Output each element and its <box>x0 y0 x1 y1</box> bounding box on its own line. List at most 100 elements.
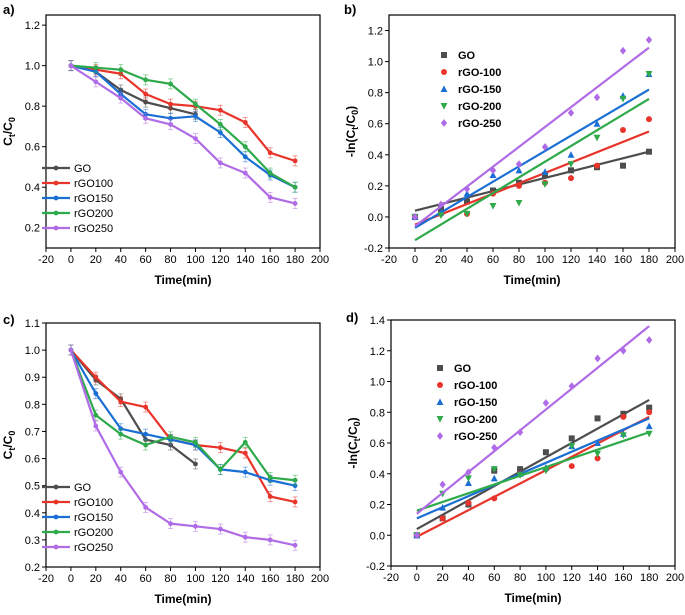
data-point <box>143 99 149 105</box>
y-tick-label: 1.0 <box>370 377 385 389</box>
panel-label: d) <box>346 310 358 325</box>
series-line <box>70 64 296 189</box>
data-point <box>594 354 601 363</box>
data-point <box>292 499 298 505</box>
legend-label: GO <box>74 163 92 175</box>
fit-line <box>416 417 650 520</box>
y-tick-label: 0.4 <box>370 469 385 481</box>
y-tick-label: 0.3 <box>25 535 40 547</box>
y-tick-label: 1.2 <box>25 20 40 32</box>
data-point <box>620 162 626 169</box>
data-point <box>267 170 273 176</box>
data-point <box>118 469 124 475</box>
legend: GO rGO-100 rGO-150 rGO-200 rGO-250 <box>436 363 497 443</box>
y-tick-label: 1.0 <box>25 345 40 357</box>
series-line <box>69 349 296 487</box>
data-point <box>217 122 223 127</box>
data-point <box>193 136 198 141</box>
data-point <box>568 463 575 470</box>
data-point <box>93 412 99 418</box>
legend-item: GO <box>441 50 476 62</box>
series-line <box>70 64 296 189</box>
data-point <box>516 428 524 437</box>
legend-item: rGO100 <box>42 497 113 509</box>
data-point <box>93 65 99 71</box>
legend-item: rGO100 <box>42 178 113 190</box>
data-point <box>490 466 498 473</box>
y-tick-label: 0.6 <box>25 142 40 154</box>
x-tick-label: 20 <box>90 254 102 266</box>
x-tick-label: 40 <box>462 572 474 584</box>
data-point <box>620 126 626 133</box>
legend-label: rGO-150 <box>458 84 501 96</box>
y-tick-label: 0.8 <box>368 88 383 100</box>
y-axis-title-part: -ln(C <box>346 441 360 469</box>
x-tick-label: 60 <box>140 254 152 266</box>
data-point <box>292 542 298 548</box>
x-tick-label: 120 <box>563 572 581 584</box>
x-tick-label: 200 <box>311 254 329 266</box>
data-point <box>594 415 601 422</box>
data-point <box>68 63 74 69</box>
y-tick-label: 0.0 <box>370 530 385 542</box>
x-tick-label: 180 <box>286 573 304 585</box>
data-point <box>242 450 248 456</box>
y-tick-label: 0.6 <box>25 454 40 466</box>
legend-swatch-marker <box>53 514 59 520</box>
legend-swatch-marker <box>53 484 59 490</box>
x-tick-label: 120 <box>211 254 229 266</box>
data-point <box>118 431 124 437</box>
legend-label: rGO-100 <box>454 380 497 392</box>
legend-swatch-marker <box>53 529 59 535</box>
x-axis-title: Time(min) <box>504 591 561 605</box>
series-line <box>69 349 296 547</box>
legend-item: rGO-200 <box>440 101 501 113</box>
data-point <box>93 79 99 85</box>
data-point <box>463 210 471 218</box>
data-point <box>242 439 248 445</box>
data-point <box>118 399 124 405</box>
data-point <box>143 404 149 410</box>
data-point <box>193 523 198 529</box>
data-point <box>217 467 223 472</box>
panel-label: c) <box>3 312 15 327</box>
y-axis-title-part: /C <box>1 122 15 134</box>
data-point <box>465 499 472 506</box>
x-tick-label: 80 <box>164 573 176 585</box>
data-point <box>568 175 574 182</box>
y-tick-label: 0.6 <box>370 438 385 450</box>
y-axis-title-subscript: 0 <box>352 421 362 426</box>
data-point <box>168 442 173 448</box>
data-point <box>118 95 124 101</box>
data-point <box>242 119 248 125</box>
data-point <box>593 120 601 127</box>
data-point <box>646 404 653 411</box>
x-tick-label: 160 <box>614 572 632 584</box>
data-point <box>490 474 498 482</box>
x-tick-label: 120 <box>562 254 580 266</box>
data-point <box>242 534 248 540</box>
panel-a: a) -20 0 20 40 60 80 100 120 140 160 180 200 0.2 0.4 0.… <box>1 2 329 287</box>
y-tick-label: -0.2 <box>366 561 385 573</box>
legend-item: rGO-150 <box>436 397 497 409</box>
data-point <box>567 108 575 117</box>
legend-item: rGO250 <box>42 223 113 235</box>
data-point <box>193 461 198 467</box>
data-point <box>464 198 470 205</box>
data-point <box>646 148 652 155</box>
legend-label: rGO200 <box>74 527 113 539</box>
fit-line <box>414 97 650 242</box>
legend-item: rGO200 <box>42 208 113 220</box>
legend-label: rGO150 <box>74 193 113 205</box>
data-point <box>593 93 601 102</box>
fit-line <box>414 130 650 226</box>
y-axis-title: -ln(Ct/C0) <box>346 417 362 468</box>
data-point <box>292 477 298 483</box>
y-axis-title-subscript: t <box>7 134 17 137</box>
legend-swatch-marker <box>53 225 59 231</box>
panel-label: b) <box>344 2 356 17</box>
x-tick-label: -20 <box>38 573 54 585</box>
data-point <box>168 81 173 87</box>
legend-label: rGO200 <box>74 208 113 220</box>
y-tick-label: 0.8 <box>25 101 40 113</box>
